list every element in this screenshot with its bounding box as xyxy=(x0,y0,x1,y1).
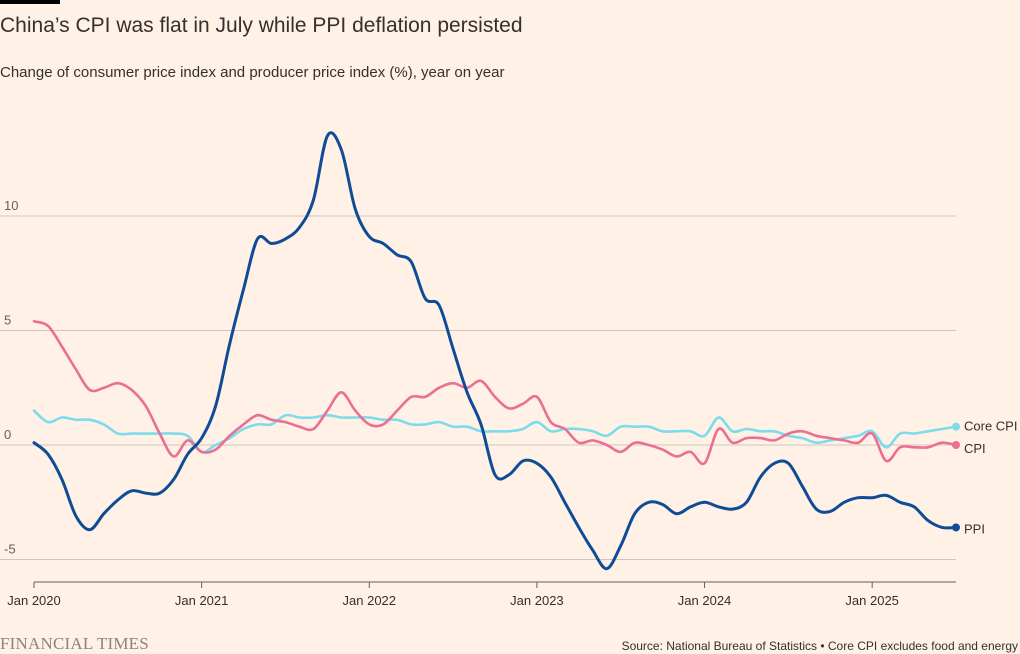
ft-brand-logo: FINANCIAL TIMES xyxy=(0,634,149,653)
series-end-marker-ppi xyxy=(952,523,960,532)
series-label-ppi: PPI xyxy=(964,521,985,536)
x-tick-label: Jan 2022 xyxy=(343,593,397,608)
series-label-core-cpi: Core CPI xyxy=(964,419,1017,434)
series-label-cpi: CPI xyxy=(964,441,986,456)
chart-title: China’s CPI was flat in July while PPI d… xyxy=(0,14,523,37)
series-line-core-cpi xyxy=(32,409,958,454)
top-accent-bar xyxy=(0,0,60,4)
x-tick-label: Jan 2021 xyxy=(175,593,229,608)
y-tick-label: 0 xyxy=(4,427,11,442)
series-end-marker-cpi xyxy=(952,441,960,449)
source-note: Source: National Bureau of Statistics • … xyxy=(621,639,1018,653)
y-tick-label: 5 xyxy=(4,313,11,328)
x-axis: Jan 2020 Jan 2021 Jan 2022 Jan 2023 Jan 2024… xyxy=(7,581,956,608)
x-tick-label: Jan 2024 xyxy=(678,593,732,608)
series-end-marker-core-cpi xyxy=(952,422,960,431)
chart-subtitle: Change of consumer price index and produ… xyxy=(0,64,505,81)
series-end-labels: Core CPI CPI PPI xyxy=(964,419,1017,537)
series-line-cpi xyxy=(32,320,958,466)
x-tick-label: Jan 2020 xyxy=(7,593,61,608)
y-tick-label: -5 xyxy=(4,542,16,557)
y-tick-label: 10 xyxy=(4,198,18,213)
series-lines xyxy=(32,131,960,571)
series-line-ppi xyxy=(32,131,958,571)
x-tick-label: Jan 2023 xyxy=(510,593,564,608)
x-tick-label: Jan 2025 xyxy=(845,593,899,608)
gridlines: 10 5 0 -5 xyxy=(0,198,956,560)
